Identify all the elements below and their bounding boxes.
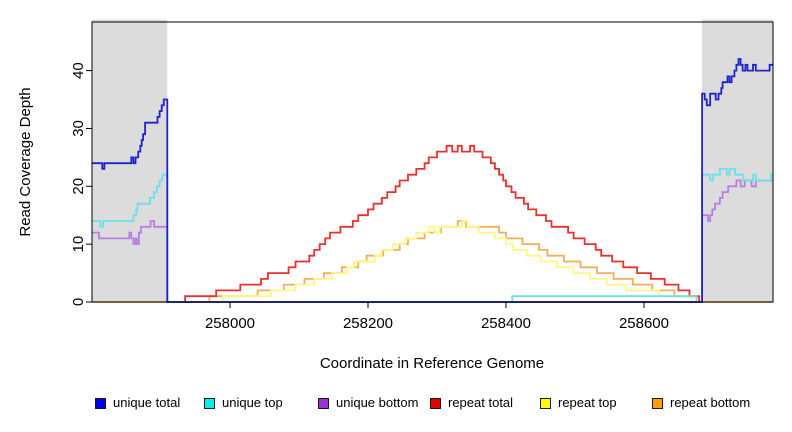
plot-border (91, 21, 774, 303)
legend-swatch-icon (204, 397, 215, 409)
legend-swatch-icon (318, 397, 329, 409)
series-unique-bottom (92, 179, 773, 303)
x-tick-label: 258600 (619, 315, 669, 332)
series-repeat-bottom (92, 220, 773, 303)
legend-label: unique bottom (336, 395, 419, 410)
coverage-plot: 258000 258200 258400 258600 0 10 20 30 40 Coordi… (17, 19, 774, 372)
legend: unique total unique top unique bottom repea… (0, 396, 792, 416)
y-tick-label: 30 (70, 120, 87, 137)
legend-label: unique top (222, 395, 283, 410)
legend-swatch-icon (95, 397, 106, 409)
legend-item-unique-total: unique total (95, 396, 180, 410)
shaded-region-right-flank (701, 19, 773, 302)
shaded-flank-regions (92, 19, 773, 302)
x-tick-label: 258000 (205, 315, 255, 332)
legend-item-unique-bottom: unique bottom (318, 396, 418, 410)
y-tick-label: 0 (70, 298, 87, 306)
shaded-region-left-flank (92, 19, 168, 302)
legend-label: repeat top (558, 395, 617, 410)
axes: 258000 258200 258400 258600 0 10 20 30 40 (70, 62, 669, 332)
y-axis-title: Read Coverage Depth (17, 87, 34, 236)
coverage-plot-svg: 258000 258200 258400 258600 0 10 20 30 40 Coordi… (17, 19, 774, 372)
y-tick-label: 20 (70, 178, 87, 195)
x-axis-title: Coordinate in Reference Genome (320, 355, 544, 372)
x-tick-label: 258400 (481, 315, 531, 332)
legend-swatch-icon (652, 397, 663, 409)
legend-item-repeat-total: repeat total (430, 396, 513, 410)
legend-item-repeat-bottom: repeat bottom (652, 396, 750, 410)
legend-label: repeat bottom (670, 395, 751, 410)
series-unique-top (92, 168, 773, 303)
legend-item-unique-top: unique top (204, 396, 283, 410)
series-repeat-total (167, 144, 701, 303)
series-lines (92, 58, 773, 303)
legend-swatch-icon (430, 397, 441, 409)
y-tick-label: 40 (70, 62, 87, 79)
series-repeat-top (167, 220, 698, 303)
series-unique-total (92, 58, 773, 303)
y-tick-label: 10 (70, 236, 87, 253)
x-tick-label: 258200 (343, 315, 393, 332)
legend-label: unique total (113, 395, 181, 410)
legend-item-repeat-top: repeat top (540, 396, 617, 410)
legend-swatch-icon (540, 397, 551, 409)
legend-label: repeat total (448, 395, 514, 410)
